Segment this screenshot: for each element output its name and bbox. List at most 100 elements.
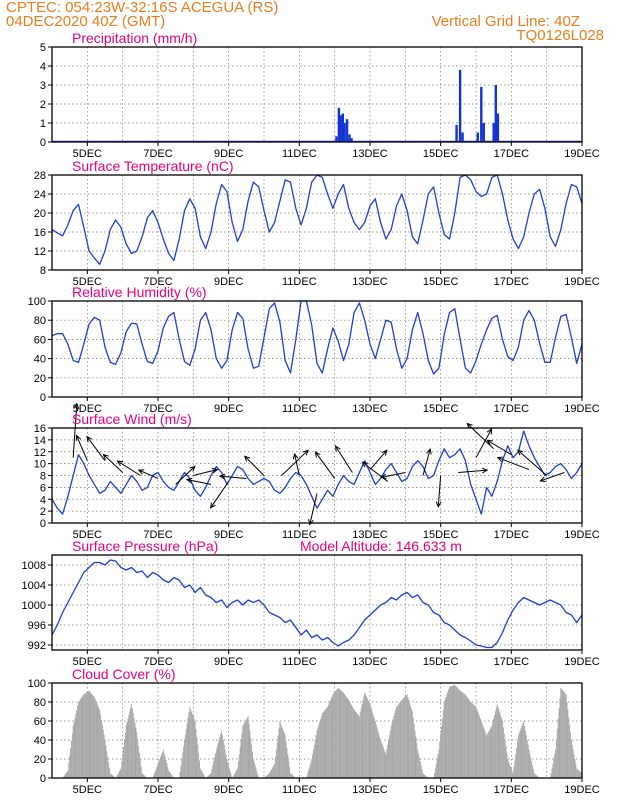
cloud-bar (120, 768, 122, 778)
xtick-label: 11DEC (282, 276, 317, 288)
cloud-bar (336, 688, 338, 778)
cloud-bar (487, 732, 489, 778)
wind-arrow-head (210, 502, 216, 509)
cloud-bar (320, 716, 322, 778)
cloud-bar (338, 688, 340, 778)
cloud-bar (165, 759, 167, 778)
cloud-bar (140, 766, 142, 778)
cloud-bar (183, 746, 185, 778)
cloud-bar (518, 732, 520, 778)
cloud-bar (100, 714, 102, 778)
cloud-bar (162, 749, 164, 778)
cloud-bar (555, 749, 556, 778)
cloud-bar (419, 761, 421, 778)
wind-arrow-shaft (497, 457, 530, 471)
cloud-bar (479, 716, 480, 778)
cloud-bar (443, 702, 445, 778)
wind-arrow-head (481, 467, 489, 474)
cloud-bar (154, 773, 155, 778)
precip-bar (461, 132, 464, 142)
precip-bar (337, 107, 341, 142)
cloud-bar (250, 737, 252, 778)
cloud-bar (275, 756, 276, 778)
cloud-bar (560, 687, 562, 778)
cloud-bar (472, 703, 473, 778)
precipitation-gridlines (52, 47, 582, 142)
cloud-bar (310, 762, 312, 778)
cloud-bar (390, 725, 392, 778)
wind-arrow-head (314, 451, 321, 458)
cloud-bar (270, 770, 272, 778)
cloud-bar (171, 775, 173, 778)
cloud-bar (186, 723, 188, 778)
cloud-bar (203, 774, 205, 778)
cloud-bar (529, 753, 531, 778)
cloud-bar (406, 694, 408, 778)
cloud-bar (145, 776, 147, 778)
cloud-bar (509, 763, 511, 778)
cloud-bar (184, 734, 186, 778)
cloud-bar (570, 732, 571, 778)
wind-arrow-shaft (381, 472, 406, 478)
cloud-bar (277, 735, 279, 778)
cloud-bar (440, 733, 442, 778)
ytick-label: 5 (40, 42, 46, 54)
cloud-bar (211, 769, 213, 778)
cloud-bar (365, 694, 367, 778)
ytick-label: 14 (34, 435, 46, 447)
cloud-bar (330, 698, 332, 778)
xtick-label: 13DEC (352, 403, 388, 415)
cloud-bar (383, 749, 385, 778)
cloud-bar (556, 728, 558, 778)
cloud-bar (123, 740, 125, 778)
cloud-bar (387, 744, 389, 778)
cloud-bar (483, 728, 485, 778)
precip-bar (494, 85, 497, 142)
cloud-bar (241, 732, 243, 778)
cloud-bar (415, 736, 417, 778)
cloud-bar (210, 773, 212, 778)
cloud-bar (434, 773, 435, 778)
cloud-bar (132, 713, 134, 778)
cloud-bar (313, 744, 315, 778)
cloud-bar (70, 748, 71, 778)
cloud-bar (65, 772, 67, 778)
cloud-bar (462, 692, 464, 778)
cloud-bar (516, 747, 518, 778)
ytick-label: 0 (40, 137, 46, 149)
cloud-bar (224, 749, 226, 778)
cloud-bar (199, 760, 200, 778)
cloud-bar (192, 716, 194, 778)
xtick-label: 5DEC (73, 403, 102, 415)
cloud-bar (499, 712, 501, 778)
cloud-bar (86, 692, 87, 778)
cloud-bar (143, 774, 145, 778)
cloud-bar (207, 775, 209, 778)
cloud-bar (555, 739, 557, 778)
xtick-label: 15DEC (423, 148, 459, 160)
cloud-bar (74, 717, 76, 778)
cloud-bar (131, 708, 133, 778)
cloud-bar (137, 739, 139, 778)
cloud-bar (399, 702, 401, 778)
cloud-bar (391, 722, 393, 778)
precipitation-title: Precipitation (mm/h) (72, 30, 197, 46)
cloud-bar (91, 693, 93, 778)
cloud-bar (335, 689, 337, 778)
cloud-bar (421, 769, 423, 778)
cloud-bar (313, 749, 314, 778)
cloud-bar (90, 692, 92, 778)
cloud-bar (452, 685, 454, 778)
cloud-bar (568, 717, 570, 778)
cloud-bar (344, 695, 346, 778)
cloud-bar (328, 702, 330, 778)
xtick-label: 15DEC (423, 784, 459, 796)
cloud-bar (515, 754, 517, 778)
cloud-bar (185, 728, 187, 778)
cloud-bar (281, 725, 283, 778)
cloud-bar (381, 744, 383, 778)
xtick-label: 7DEC (143, 656, 172, 668)
cloud-bar (424, 774, 426, 778)
cloud-bar (507, 759, 509, 778)
cloud-bar (446, 694, 448, 778)
